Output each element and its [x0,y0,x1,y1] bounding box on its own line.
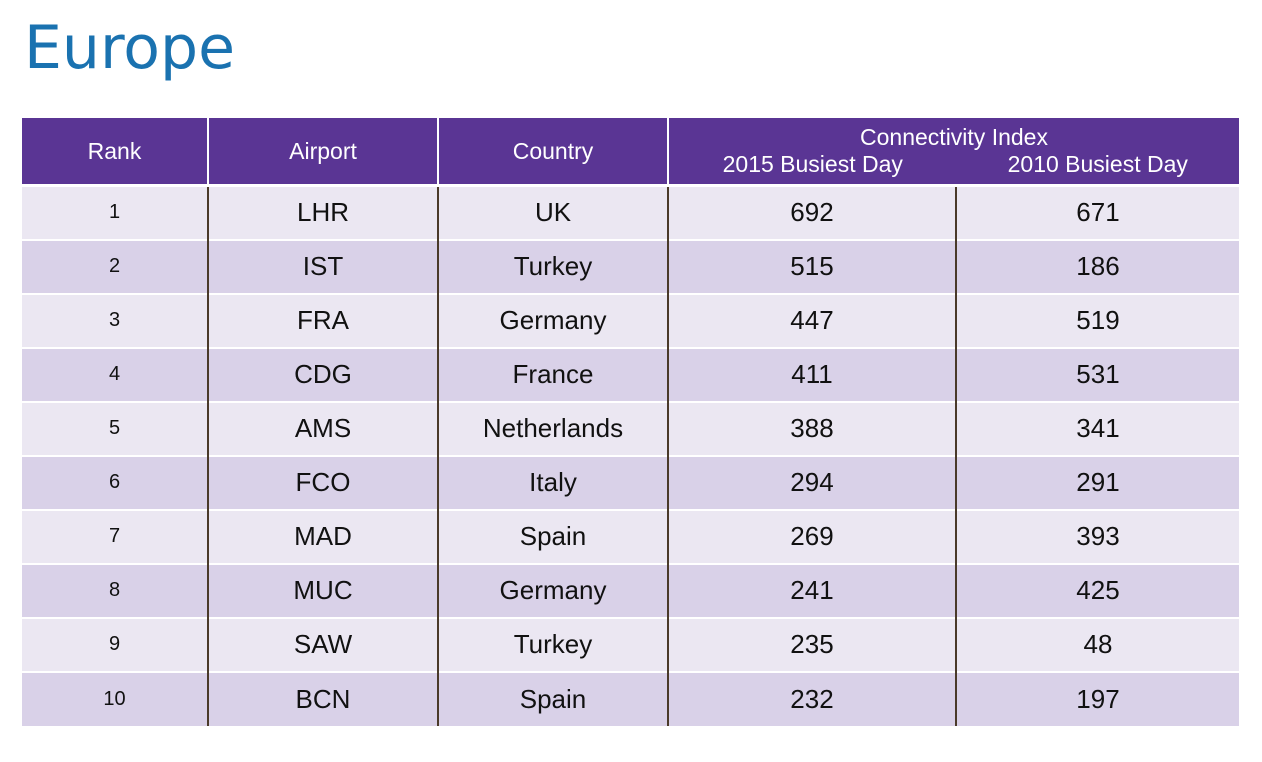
connectivity-table: Rank Airport Country Connectivity Index … [22,118,1239,726]
cell-connectivity-2015: 388 [668,400,957,456]
table-body: 1 LHR UK 692 671 2 IST Turkey 515 186 3 FRA Germany 4… [22,184,1239,726]
header-country: Country [438,118,669,186]
cell-rank: 9 [22,616,209,672]
table-row: 2 IST Turkey 515 186 [22,238,1239,294]
cell-connectivity-2015: 692 [668,184,957,240]
cell-connectivity-2015: 411 [668,346,957,402]
cell-airport: BCN [208,670,439,726]
cell-airport: MUC [208,562,439,618]
header-row: Rank Airport Country Connectivity Index … [22,118,1239,186]
cell-airport: MAD [208,508,439,564]
cell-connectivity-2015: 241 [668,562,957,618]
cell-country: Spain [438,670,669,726]
header-connectivity-group: Connectivity Index 2015 Busiest Day 2010… [668,118,1239,186]
table-row: 7 MAD Spain 269 393 [22,508,1239,564]
cell-connectivity-2010: 291 [956,454,1239,510]
cell-rank: 5 [22,400,209,456]
header-2010-busiest-day: 2010 Busiest Day [1007,151,1188,177]
cell-connectivity-2010: 531 [956,346,1239,402]
cell-connectivity-2010: 425 [956,562,1239,618]
cell-rank: 8 [22,562,209,618]
cell-connectivity-2010: 186 [956,238,1239,294]
cell-connectivity-2010: 671 [956,184,1239,240]
cell-connectivity-2010: 341 [956,400,1239,456]
table-header: Rank Airport Country Connectivity Index … [22,118,1239,186]
cell-airport: LHR [208,184,439,240]
cell-rank: 10 [22,670,209,726]
cell-connectivity-2015: 294 [668,454,957,510]
table-row: 8 MUC Germany 241 425 [22,562,1239,618]
cell-rank: 6 [22,454,209,510]
header-rank: Rank [22,118,209,186]
cell-airport: AMS [208,400,439,456]
header-2015-busiest-day: 2015 Busiest Day [722,151,903,177]
cell-country: Turkey [438,616,669,672]
cell-connectivity-2010: 48 [956,616,1239,672]
cell-airport: CDG [208,346,439,402]
cell-rank: 2 [22,238,209,294]
cell-connectivity-2010: 197 [956,670,1239,726]
cell-airport: SAW [208,616,439,672]
cell-rank: 7 [22,508,209,564]
cell-connectivity-2015: 269 [668,508,957,564]
cell-connectivity-2015: 232 [668,670,957,726]
table-row: 4 CDG France 411 531 [22,346,1239,402]
table-row: 5 AMS Netherlands 388 341 [22,400,1239,456]
cell-country: Spain [438,508,669,564]
cell-connectivity-2015: 447 [668,292,957,348]
cell-connectivity-2010: 519 [956,292,1239,348]
cell-country: Netherlands [438,400,669,456]
cell-connectivity-2010: 393 [956,508,1239,564]
cell-country: Germany [438,562,669,618]
cell-airport: FCO [208,454,439,510]
cell-rank: 4 [22,346,209,402]
table-row: 9 SAW Turkey 235 48 [22,616,1239,672]
cell-airport: IST [208,238,439,294]
cell-country: Italy [438,454,669,510]
cell-country: Germany [438,292,669,348]
cell-rank: 3 [22,292,209,348]
cell-rank: 1 [22,184,209,240]
cell-country: UK [438,184,669,240]
table-row: 10 BCN Spain 232 197 [22,670,1239,726]
cell-airport: FRA [208,292,439,348]
page-title: Europe [24,13,235,83]
table-row: 1 LHR UK 692 671 [22,184,1239,240]
header-airport: Airport [208,118,439,186]
cell-connectivity-2015: 235 [668,616,957,672]
table-row: 6 FCO Italy 294 291 [22,454,1239,510]
cell-connectivity-2015: 515 [668,238,957,294]
header-connectivity-index: Connectivity Index [860,124,1048,150]
cell-country: France [438,346,669,402]
cell-country: Turkey [438,238,669,294]
table-row: 3 FRA Germany 447 519 [22,292,1239,348]
